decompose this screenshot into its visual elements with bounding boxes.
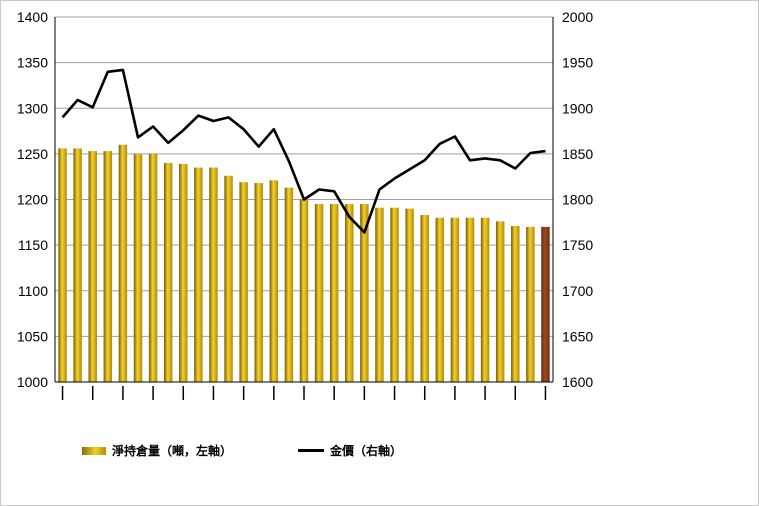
legend-line-swatch — [298, 449, 324, 452]
bar — [284, 187, 294, 382]
bar — [209, 167, 218, 382]
bar — [224, 175, 233, 382]
left-tick-label: 1050 — [17, 328, 48, 344]
right-tick-label: 1850 — [562, 146, 593, 162]
legend-bar-swatch — [82, 446, 106, 455]
bar — [254, 183, 263, 382]
legend-item-gold-price: 金價（右軸） — [298, 442, 402, 459]
bar — [450, 217, 460, 382]
line-series — [61, 68, 546, 234]
bar — [526, 226, 535, 382]
right-tick-label: 1700 — [562, 283, 593, 299]
axes — [54, 17, 554, 400]
bar — [269, 180, 279, 382]
bar — [163, 163, 173, 382]
bar — [239, 182, 248, 382]
right-tick-label: 1650 — [562, 328, 593, 344]
legend-bar-label: 淨持倉量（噸，左軸） — [112, 444, 233, 458]
legend-line-label: 金價（右軸） — [330, 444, 403, 458]
bar — [435, 217, 445, 382]
bar — [194, 167, 203, 382]
bar — [541, 226, 550, 382]
right-tick-label: 2000 — [562, 9, 593, 25]
right-tick-label: 1950 — [562, 55, 593, 71]
left-tick-label: 1000 — [17, 374, 48, 390]
bar — [375, 207, 384, 382]
bar — [405, 208, 414, 382]
bar — [299, 199, 309, 382]
bar — [465, 217, 475, 382]
bar — [88, 151, 97, 382]
left-tick-label: 1400 — [17, 9, 48, 25]
left-tick-label: 1200 — [17, 192, 48, 208]
gold-price-line — [61, 68, 546, 234]
bar — [511, 225, 520, 382]
bar — [360, 204, 369, 382]
bar-series — [58, 144, 550, 382]
left-tick-label: 1300 — [17, 100, 48, 116]
bar — [133, 153, 143, 382]
legend-item-holdings: 淨持倉量（噸，左軸） — [82, 442, 232, 459]
bar — [148, 153, 158, 382]
left-tick-label: 1150 — [18, 237, 48, 253]
right-axis-ticks: 1600 1650 1700 1750 1800 1850 1900 1950 2000 — [562, 9, 593, 390]
bar — [329, 204, 339, 382]
bar — [495, 221, 505, 382]
left-tick-label: 1350 — [17, 55, 48, 71]
right-tick-label: 1800 — [562, 192, 593, 208]
bar — [103, 151, 113, 382]
bar — [345, 204, 354, 382]
bar — [390, 207, 399, 382]
bar — [480, 217, 490, 382]
right-tick-label: 1600 — [562, 374, 593, 390]
bar — [420, 215, 429, 382]
bar — [118, 144, 128, 382]
right-tick-label: 1900 — [562, 100, 593, 116]
bar — [179, 163, 188, 382]
bar — [314, 204, 324, 382]
left-tick-label: 1250 — [17, 146, 48, 162]
left-axis-ticks: 1000 1050 1100 1150 1200 1250 1300 1350 1400 — [17, 9, 48, 390]
bar — [58, 148, 67, 382]
bar — [73, 148, 82, 382]
right-tick-label: 1750 — [562, 237, 593, 253]
left-tick-label: 1100 — [18, 283, 48, 299]
